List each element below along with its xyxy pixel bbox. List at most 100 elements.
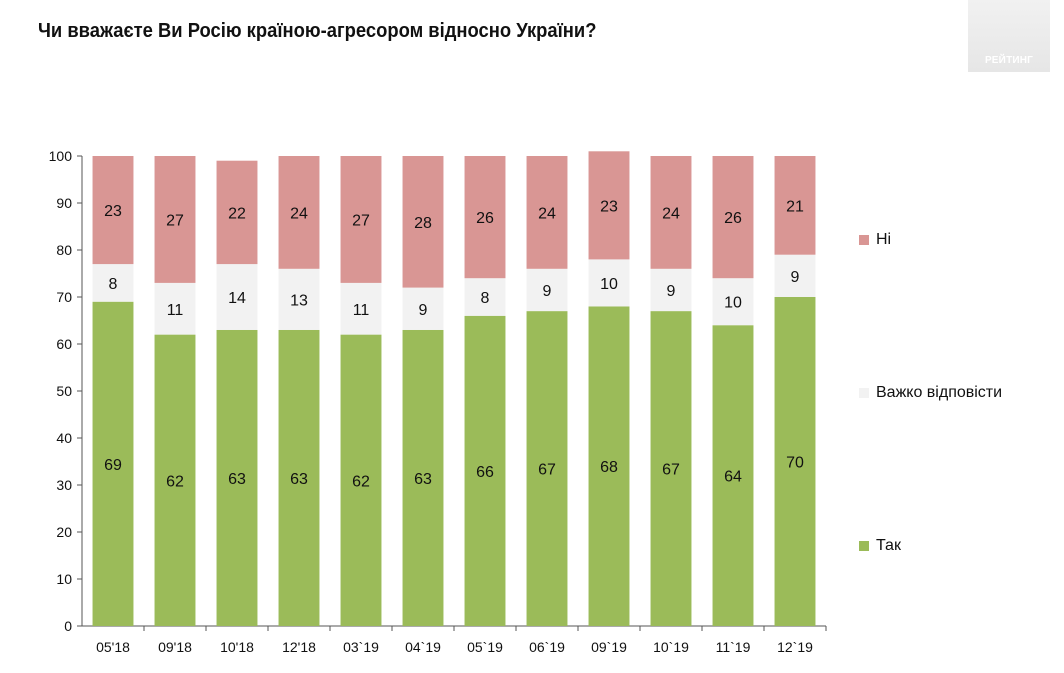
bar-segment — [154, 156, 196, 283]
bar-segment — [340, 156, 382, 283]
bar-segment — [278, 268, 320, 330]
data-label: 24 — [538, 205, 556, 222]
x-tick-label: 04`19 — [405, 639, 441, 655]
data-label: 63 — [228, 471, 246, 488]
data-label: 66 — [476, 464, 494, 481]
logo-text: РЕЙТИНГ — [984, 55, 1034, 66]
data-label: 67 — [538, 462, 556, 479]
data-label: 70 — [786, 455, 804, 472]
bar-segment — [216, 329, 258, 626]
y-tick-label: 100 — [49, 148, 73, 164]
y-tick-label: 50 — [56, 383, 72, 399]
data-label: 67 — [662, 462, 680, 479]
bar-segment — [712, 278, 754, 326]
x-tick-label: 05`19 — [467, 639, 503, 655]
bar-segment — [278, 329, 320, 626]
data-label: 8 — [109, 276, 118, 293]
bar-segment — [92, 301, 134, 626]
data-label: 23 — [104, 203, 122, 220]
bar-segment — [712, 325, 754, 626]
bar-segment — [526, 311, 568, 626]
bar-segment — [464, 278, 506, 316]
bar-segment — [154, 282, 196, 335]
bar-segment — [526, 156, 568, 269]
x-tick-label: 10`19 — [653, 639, 689, 655]
bar-segment — [774, 254, 816, 297]
legend-item-hard-to-say: Важко відповісти — [859, 384, 1002, 402]
bar-segment — [650, 311, 692, 626]
bar-segment — [650, 268, 692, 312]
data-label: 9 — [543, 283, 552, 300]
data-label: 68 — [600, 459, 618, 476]
data-label: 69 — [104, 457, 122, 474]
bar-segment — [526, 268, 568, 312]
bar-segment — [774, 297, 816, 626]
bar-segment — [340, 334, 382, 626]
bar-segment — [402, 156, 444, 288]
data-label: 14 — [228, 290, 246, 307]
data-label: 62 — [166, 473, 184, 490]
data-label: 63 — [290, 471, 308, 488]
y-tick-label: 70 — [56, 289, 72, 305]
legend-swatch-hard-to-say — [859, 388, 869, 398]
x-tick-label: 09'18 — [158, 639, 192, 655]
data-label: 63 — [414, 471, 432, 488]
data-label: 64 — [724, 469, 742, 486]
bar-segment — [588, 306, 630, 626]
y-tick-label: 10 — [56, 571, 72, 587]
x-tick-label: 09`19 — [591, 639, 627, 655]
bar-segment — [464, 156, 506, 279]
y-tick-label: 30 — [56, 477, 72, 493]
data-label: 9 — [419, 302, 428, 319]
legend-label-tak: Так — [876, 537, 901, 554]
x-tick-label: 12'18 — [282, 639, 316, 655]
bar-segment — [774, 156, 816, 255]
y-tick-label: 80 — [56, 242, 72, 258]
bar-segment — [588, 259, 630, 307]
bar-segment — [154, 334, 196, 626]
bar-segment — [650, 156, 692, 269]
bar-segment — [92, 156, 134, 265]
y-tick-label: 20 — [56, 524, 72, 540]
bar-segment — [216, 264, 258, 330]
data-label: 10 — [724, 295, 742, 312]
data-label: 11 — [353, 302, 370, 319]
data-label: 8 — [481, 290, 490, 307]
data-label: 23 — [600, 198, 618, 215]
data-label: 28 — [414, 215, 432, 232]
bar-segment — [464, 315, 506, 626]
legend-item-ni: Ні — [859, 231, 891, 249]
bar-segment — [216, 160, 258, 265]
y-tick-label: 90 — [56, 195, 72, 211]
legend-label-ni: Ні — [876, 231, 892, 248]
legend-label-hard-to-say: Важко відповісти — [876, 384, 1003, 401]
y-tick-label: 40 — [56, 430, 72, 446]
y-tick-label: 0 — [64, 618, 72, 634]
data-label: 26 — [476, 210, 494, 227]
legend-swatch-ni — [859, 235, 869, 245]
x-tick-label: 11`19 — [716, 639, 751, 655]
bar-segment — [92, 264, 134, 302]
chart-title: Чи вважаєте Ви Росію країною-агресором в… — [38, 20, 597, 42]
data-label: 11 — [167, 302, 184, 319]
x-tick-label: 05'18 — [96, 639, 130, 655]
bar-segment — [340, 282, 382, 335]
x-tick-label: 06`19 — [529, 639, 565, 655]
data-label: 21 — [786, 198, 804, 215]
rating-logo: РЕЙТИНГ — [968, 0, 1050, 72]
data-label: 10 — [600, 276, 618, 293]
data-label: 24 — [662, 205, 680, 222]
bar-segment — [588, 151, 630, 260]
x-tick-label: 03`19 — [343, 639, 379, 655]
data-label: 27 — [166, 212, 184, 229]
y-tick-label: 60 — [56, 336, 72, 352]
bar-segment — [402, 287, 444, 330]
legend-swatch-tak — [859, 541, 869, 551]
bar-segment — [712, 156, 754, 279]
legend-item-tak: Так — [859, 537, 901, 555]
data-label: 26 — [724, 210, 742, 227]
data-label: 9 — [667, 283, 676, 300]
bar-segment — [278, 156, 320, 269]
x-tick-label: 10'18 — [220, 639, 254, 655]
